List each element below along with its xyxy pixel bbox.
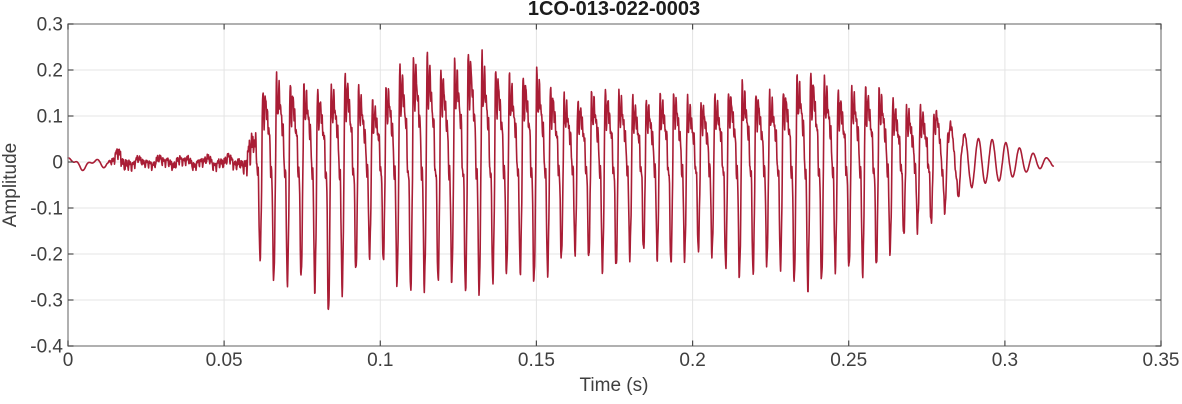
x-tick-label: 0.35: [1143, 350, 1180, 371]
x-axis-label: Time (s): [580, 375, 649, 396]
y-tick-label: -0.1: [30, 199, 63, 220]
x-tick-label: 0: [63, 350, 74, 371]
x-tick-label: 0.05: [206, 350, 243, 371]
x-tick-label: 0.25: [830, 350, 867, 371]
y-axis-label: Amplitude: [0, 143, 21, 228]
y-tick-label: 0: [52, 153, 63, 174]
axes-box: [67, 23, 1162, 347]
y-tick-label: -0.3: [30, 291, 63, 312]
y-tick-label: -0.4: [30, 337, 63, 358]
y-tick-label: 0.2: [37, 61, 63, 82]
x-tick-label: 0.3: [992, 350, 1018, 371]
y-tick-label: 0.1: [37, 107, 63, 128]
waveform-trace: [67, 49, 1055, 311]
x-tick-label: 0.2: [679, 350, 705, 371]
x-tick-label: 0.1: [367, 350, 393, 371]
plot-title: 1CO-013-022-0003: [528, 0, 700, 20]
y-tick-label: 0.3: [37, 15, 63, 36]
y-tick-label: -0.2: [30, 245, 63, 266]
x-tick-label: 0.15: [518, 350, 555, 371]
tick-labels-layer: 0 0.05 0.1 0.15 0.2 0.25 0.3 0.35 -0.4 -0.3 -0.2 -0…: [30, 15, 1179, 372]
tick-marks-layer: [67, 23, 1162, 347]
